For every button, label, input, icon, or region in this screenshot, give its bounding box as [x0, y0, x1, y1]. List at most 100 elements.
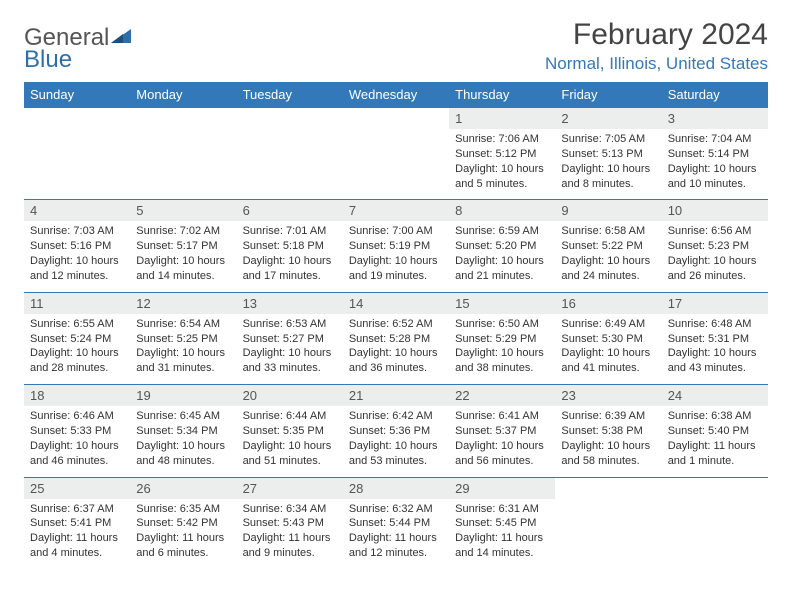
day-header-cell: Sunday [24, 82, 130, 108]
sunset-line: Sunset: 5:20 PM [455, 240, 536, 252]
sunrise-line: Sunrise: 7:01 AM [243, 225, 327, 237]
daylight-line: Daylight: 11 hours and 6 minutes. [136, 532, 224, 559]
daylight-line: Daylight: 10 hours and 56 minutes. [455, 440, 544, 467]
day-number [130, 108, 236, 129]
day-cell [555, 477, 661, 569]
day-number [24, 108, 130, 129]
daylight-line: Daylight: 10 hours and 46 minutes. [30, 440, 119, 467]
day-body: Sunrise: 7:03 AMSunset: 5:16 PMDaylight:… [24, 221, 130, 291]
day-body: Sunrise: 6:56 AMSunset: 5:23 PMDaylight:… [662, 221, 768, 291]
day-body: Sunrise: 6:45 AM Sunset: 5:34 PM Daylight:… [130, 406, 236, 476]
day-cell: 26Sunrise: 6:35 AMSunset: 5:42 PMDayligh… [130, 477, 236, 569]
day-cell: 22Sunrise: 6:41 AMSunset: 5:37 PMDayligh… [449, 385, 555, 477]
sunset-line: Sunset: 5:22 PM [561, 240, 642, 252]
day-body: Sunrise: 6:38 AMSunset: 5:40 PMDaylight:… [662, 406, 768, 476]
sunset-line: Sunset: 5:30 PM [561, 333, 642, 345]
day-number: 15 [449, 293, 555, 314]
sunrise-line: Sunrise: 6:38 AM [668, 410, 752, 422]
sunrise-line: Sunrise: 7:02 AM [136, 225, 220, 237]
day-body: Sunrise: 6:50 AMSunset: 5:29 PMDaylight:… [449, 314, 555, 384]
day-cell: 20Sunrise: 6:44 AMSunset: 5:35 PMDayligh… [237, 385, 343, 477]
day-header-cell: Saturday [662, 82, 768, 108]
day-cell: 21Sunrise: 6:42 AMSunset: 5:36 PMDayligh… [343, 385, 449, 477]
day-number: 5 [130, 200, 236, 221]
sunset-line: Sunset: 5:31 PM [668, 333, 749, 345]
calendar-body: 1Sunrise: 7:06 AMSunset: 5:12 PMDaylight… [24, 108, 768, 569]
day-number: 12 [130, 293, 236, 314]
sunrise-line: Sunrise: 6:37 AM [30, 503, 114, 515]
day-cell: 13Sunrise: 6:53 AMSunset: 5:27 PMDayligh… [237, 292, 343, 384]
sunset-line: Sunset: 5:17 PM [136, 240, 217, 252]
location: Normal, Illinois, United States [545, 54, 768, 74]
day-cell [24, 108, 130, 200]
daylight-line: Daylight: 10 hours and 10 minutes. [668, 163, 757, 190]
daylight-line: Daylight: 11 hours and 9 minutes. [243, 532, 331, 559]
day-number: 28 [343, 478, 449, 499]
daylight-line: Daylight: 10 hours and 53 minutes. [349, 440, 438, 467]
title-block: February 2024 Normal, Illinois, United S… [545, 18, 768, 74]
daylight-line: Daylight: 10 hours and 41 minutes. [561, 347, 650, 374]
daylight-line: Daylight: 10 hours and 48 minutes. [136, 440, 225, 467]
sunset-line: Sunset: 5:16 PM [30, 240, 111, 252]
day-cell: 29Sunrise: 6:31 AMSunset: 5:45 PMDayligh… [449, 477, 555, 569]
sunrise-line: Sunrise: 7:06 AM [455, 133, 539, 145]
day-body: Sunrise: 7:00 AMSunset: 5:19 PMDaylight:… [343, 221, 449, 291]
sunrise-line: Sunrise: 6:45 AM [136, 410, 220, 422]
sunset-line: Sunset: 5:33 PM [30, 425, 111, 437]
sunset-line: Sunset: 5:34 PM [136, 425, 217, 437]
daylight-line: Daylight: 10 hours and 58 minutes. [561, 440, 650, 467]
sunset-line: Sunset: 5:13 PM [561, 148, 642, 160]
sunset-line: Sunset: 5:29 PM [455, 333, 536, 345]
daylight-line: Daylight: 10 hours and 38 minutes. [455, 347, 544, 374]
day-body: Sunrise: 6:49 AMSunset: 5:30 PMDaylight:… [555, 314, 661, 384]
day-header-cell: Tuesday [237, 82, 343, 108]
day-number [343, 108, 449, 129]
day-number: 2 [555, 108, 661, 129]
sunset-line: Sunset: 5:37 PM [455, 425, 536, 437]
daylight-line: Daylight: 10 hours and 21 minutes. [455, 255, 544, 282]
day-number: 6 [237, 200, 343, 221]
day-cell [130, 108, 236, 200]
daylight-line: Daylight: 10 hours and 5 minutes. [455, 163, 544, 190]
day-body: Sunrise: 6:55 AMSunset: 5:24 PMDaylight:… [24, 314, 130, 384]
sunrise-line: Sunrise: 6:52 AM [349, 318, 433, 330]
day-number: 18 [24, 385, 130, 406]
daylight-line: Daylight: 10 hours and 28 minutes. [30, 347, 119, 374]
sunrise-line: Sunrise: 7:03 AM [30, 225, 114, 237]
sunset-line: Sunset: 5:23 PM [668, 240, 749, 252]
day-number: 8 [449, 200, 555, 221]
sunrise-line: Sunrise: 7:05 AM [561, 133, 645, 145]
day-body: Sunrise: 6:32 AMSunset: 5:44 PMDaylight:… [343, 499, 449, 569]
day-cell: 23Sunrise: 6:39 AMSunset: 5:38 PMDayligh… [555, 385, 661, 477]
day-body: Sunrise: 7:04 AMSunset: 5:14 PMDaylight:… [662, 129, 768, 199]
sunrise-line: Sunrise: 6:35 AM [136, 503, 220, 515]
day-number: 3 [662, 108, 768, 129]
sunrise-line: Sunrise: 6:34 AM [243, 503, 327, 515]
day-number: 14 [343, 293, 449, 314]
sunset-line: Sunset: 5:44 PM [349, 517, 430, 529]
day-cell: 8Sunrise: 6:59 AMSunset: 5:20 PMDaylight… [449, 200, 555, 292]
day-cell: 17 Sunrise: 6:48 AM Sunset: 5:31 PM Dayligh… [662, 292, 768, 384]
sunrise-line: Sunrise: 6:41 AM [455, 410, 539, 422]
day-number: 17 [662, 293, 768, 314]
day-number: 19 [130, 385, 236, 406]
week-row: 4Sunrise: 7:03 AMSunset: 5:16 PMDaylight… [24, 200, 768, 292]
day-cell [237, 108, 343, 200]
sunrise-line: Sunrise: 6:54 AM [136, 318, 220, 330]
sunset-line: Sunset: 5:24 PM [30, 333, 111, 345]
day-body [237, 129, 343, 187]
daylight-line: Daylight: 10 hours and 36 minutes. [349, 347, 438, 374]
daylight-line: Daylight: 10 hours and 43 minutes. [668, 347, 757, 374]
day-body [662, 499, 768, 557]
day-body [555, 499, 661, 557]
day-body [24, 129, 130, 187]
day-number: 24 [662, 385, 768, 406]
sunrise-line: Sunrise: 6:48 AM [668, 318, 752, 330]
daylight-line: Daylight: 10 hours and 14 minutes. [136, 255, 225, 282]
header: General February 2024 Normal, Illinois, … [24, 18, 768, 74]
sunset-line: Sunset: 5:25 PM [136, 333, 217, 345]
daylight-line: Daylight: 10 hours and 26 minutes. [668, 255, 757, 282]
sunrise-line: Sunrise: 6:46 AM [30, 410, 114, 422]
day-body: Sunrise: 6:39 AMSunset: 5:38 PMDaylight:… [555, 406, 661, 476]
daylight-line: Daylight: 11 hours and 12 minutes. [349, 532, 437, 559]
